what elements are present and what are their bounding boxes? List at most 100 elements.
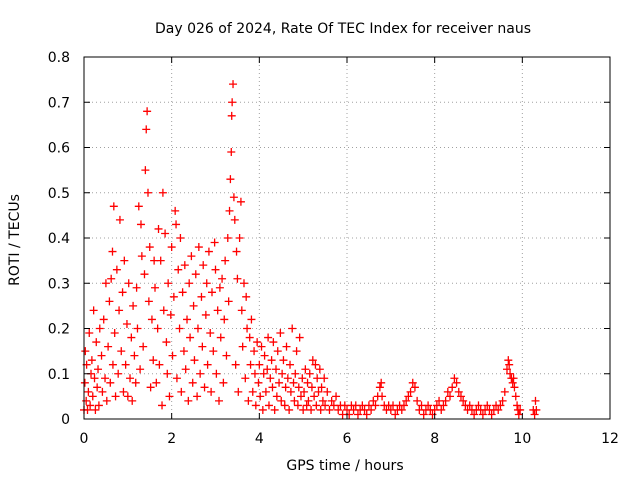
y-tick-label: 0 xyxy=(61,412,70,428)
data-point xyxy=(191,270,200,279)
data-point xyxy=(218,274,227,283)
data-point xyxy=(130,351,139,360)
data-point xyxy=(120,256,129,265)
data-point xyxy=(199,261,208,270)
data-point xyxy=(334,405,343,414)
data-point xyxy=(311,360,320,369)
data-point xyxy=(408,378,417,387)
data-point xyxy=(307,405,316,414)
data-point xyxy=(128,396,137,405)
data-point xyxy=(87,356,96,365)
data-point xyxy=(156,256,165,265)
data-point xyxy=(136,365,145,374)
x-axis-label: GPS time / hours xyxy=(286,458,403,474)
data-point xyxy=(257,342,266,351)
data-point xyxy=(118,288,127,297)
data-point xyxy=(289,378,298,387)
data-point xyxy=(102,396,111,405)
data-point xyxy=(318,396,327,405)
data-point xyxy=(317,383,326,392)
data-point xyxy=(532,405,541,414)
data-point xyxy=(456,392,465,401)
data-point xyxy=(149,356,158,365)
data-point xyxy=(439,401,448,410)
data-point xyxy=(215,396,224,405)
data-point xyxy=(260,351,269,360)
data-point xyxy=(215,283,224,292)
data-point xyxy=(281,383,290,392)
data-point xyxy=(303,378,312,387)
data-point xyxy=(264,401,273,410)
data-point xyxy=(231,360,240,369)
data-point xyxy=(196,369,205,378)
data-point xyxy=(242,292,251,301)
data-point xyxy=(105,297,114,306)
data-point xyxy=(286,360,295,369)
data-point xyxy=(179,347,188,356)
data-point xyxy=(197,292,206,301)
data-point xyxy=(131,378,140,387)
data-point xyxy=(251,401,260,410)
data-point xyxy=(133,324,142,333)
data-point xyxy=(448,383,457,392)
data-point xyxy=(239,279,248,288)
data-point xyxy=(184,396,193,405)
data-point xyxy=(299,405,308,414)
data-point xyxy=(459,396,468,405)
y-tick-label: 0.5 xyxy=(48,186,70,202)
data-point xyxy=(369,396,378,405)
data-point xyxy=(112,265,121,274)
data-point xyxy=(282,342,291,351)
data-point xyxy=(353,410,362,419)
data-point xyxy=(272,392,281,401)
data-point xyxy=(115,306,124,315)
data-point xyxy=(88,392,97,401)
y-tick-label: 0.8 xyxy=(48,50,70,66)
y-axis-label: ROTI / TECUs xyxy=(7,194,23,286)
data-point xyxy=(129,301,138,310)
data-point xyxy=(391,410,400,419)
data-point xyxy=(115,215,124,224)
y-tick-label: 0.7 xyxy=(48,95,70,111)
data-point xyxy=(209,347,218,356)
data-point xyxy=(513,401,522,410)
data-point xyxy=(183,315,192,324)
data-point xyxy=(151,283,160,292)
data-point xyxy=(228,98,237,107)
data-point xyxy=(203,360,212,369)
data-point xyxy=(300,387,309,396)
data-point xyxy=(516,405,525,414)
data-point xyxy=(310,392,319,401)
data-point xyxy=(250,347,259,356)
data-point xyxy=(259,369,268,378)
data-point xyxy=(204,247,213,256)
data-point xyxy=(404,392,413,401)
data-point xyxy=(153,324,162,333)
data-point xyxy=(273,347,282,356)
data-point xyxy=(301,365,310,374)
data-point xyxy=(216,333,225,342)
data-point xyxy=(248,387,257,396)
data-point xyxy=(111,392,120,401)
data-point xyxy=(530,410,539,419)
data-point xyxy=(230,215,239,224)
data-point xyxy=(154,224,163,233)
data-point xyxy=(378,392,387,401)
data-point xyxy=(122,319,131,328)
y-tick-label: 0.1 xyxy=(48,367,70,383)
data-point xyxy=(290,396,299,405)
data-point xyxy=(454,387,463,396)
data-point xyxy=(98,387,107,396)
data-point xyxy=(190,356,199,365)
data-point xyxy=(226,175,235,184)
data-point xyxy=(172,220,181,229)
data-point xyxy=(270,405,279,414)
data-point xyxy=(494,405,503,414)
data-point xyxy=(247,315,256,324)
data-point xyxy=(367,405,376,414)
data-point xyxy=(101,279,110,288)
data-point xyxy=(159,306,168,315)
data-point xyxy=(504,356,513,365)
data-point xyxy=(237,306,246,315)
